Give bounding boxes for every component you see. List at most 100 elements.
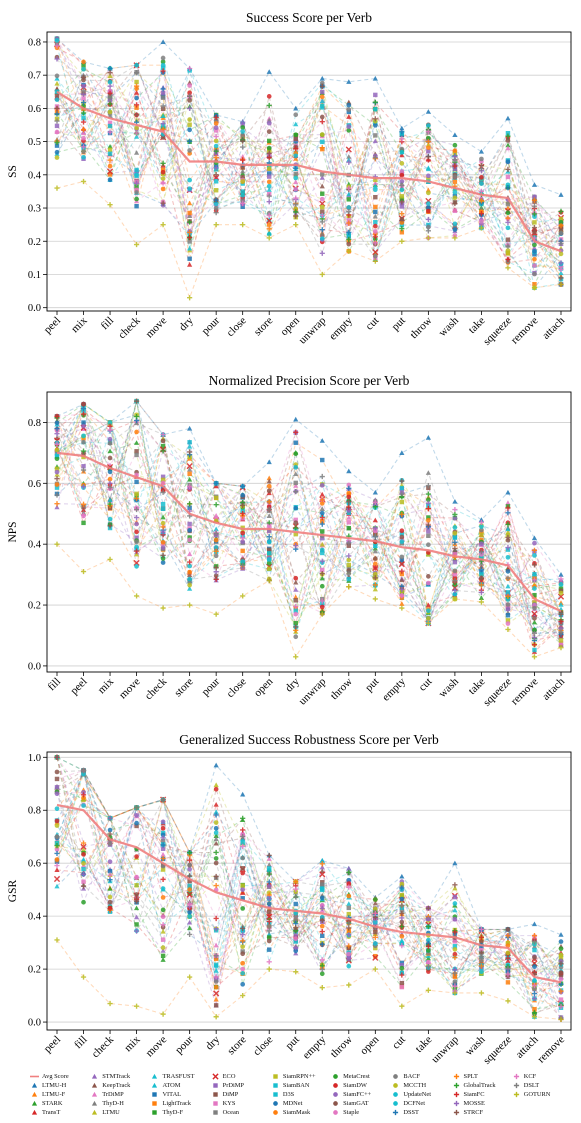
legend-marker-icon bbox=[90, 1082, 99, 1089]
data-point bbox=[54, 118, 60, 124]
data-point bbox=[346, 490, 352, 496]
data-point bbox=[558, 582, 564, 587]
data-point bbox=[266, 557, 272, 562]
data-point bbox=[505, 940, 511, 946]
data-point bbox=[399, 179, 405, 184]
data-point bbox=[505, 998, 511, 1004]
series-line-UpdateNet bbox=[56, 40, 562, 265]
data-point bbox=[426, 135, 431, 141]
data-point bbox=[54, 185, 60, 191]
data-point bbox=[346, 543, 351, 548]
data-point bbox=[319, 598, 325, 604]
data-point bbox=[479, 524, 484, 529]
data-point bbox=[399, 511, 405, 518]
y-tick-label: 0.0 bbox=[28, 661, 41, 672]
x-tick-label: attach bbox=[540, 314, 567, 341]
legend-label: PrDiMP bbox=[222, 1082, 244, 1089]
data-point bbox=[160, 953, 166, 959]
legend-label: ThyD-H bbox=[102, 1100, 124, 1107]
data-point bbox=[213, 537, 219, 543]
data-point bbox=[505, 980, 511, 985]
data-point bbox=[319, 250, 325, 256]
data-point bbox=[213, 801, 219, 807]
data-point bbox=[266, 120, 272, 126]
data-point bbox=[266, 129, 272, 134]
data-point bbox=[81, 803, 86, 808]
data-point bbox=[80, 843, 87, 850]
x-tick-label: remove bbox=[509, 315, 541, 347]
data-point bbox=[160, 835, 166, 841]
data-point bbox=[80, 119, 87, 125]
data-point bbox=[558, 618, 564, 625]
data-point bbox=[399, 873, 405, 879]
data-point bbox=[187, 425, 193, 431]
data-point bbox=[505, 166, 511, 172]
data-point bbox=[266, 938, 272, 944]
data-point bbox=[213, 915, 219, 922]
legend-marker-icon bbox=[452, 1082, 461, 1089]
data-point bbox=[80, 448, 87, 454]
data-point bbox=[133, 905, 140, 911]
data-point bbox=[319, 497, 325, 503]
data-point bbox=[80, 88, 87, 94]
data-point bbox=[293, 201, 299, 207]
data-point bbox=[54, 139, 60, 146]
data-point bbox=[293, 136, 298, 141]
data-point bbox=[107, 476, 113, 482]
data-point bbox=[452, 990, 458, 996]
series-line-DSLT bbox=[56, 71, 562, 248]
data-point bbox=[452, 929, 458, 935]
data-point bbox=[399, 965, 405, 971]
data-point bbox=[213, 165, 219, 171]
x-tick-label: throw bbox=[328, 1034, 355, 1061]
data-point bbox=[426, 201, 431, 206]
series-line-MOSSE bbox=[56, 757, 562, 1000]
x-tick-label: remove bbox=[535, 1034, 567, 1066]
data-point bbox=[134, 479, 139, 485]
data-point bbox=[319, 175, 325, 180]
data-point bbox=[81, 439, 86, 445]
series-line-SiamMask bbox=[56, 47, 562, 264]
data-point bbox=[373, 945, 378, 951]
data-point bbox=[160, 448, 166, 454]
x-tick-label: attach bbox=[540, 675, 567, 702]
series-line-DCFNet bbox=[56, 421, 562, 629]
data-point bbox=[399, 943, 405, 949]
legend-marker-icon bbox=[30, 1073, 39, 1080]
legend-marker-shape bbox=[31, 1082, 38, 1088]
data-point bbox=[81, 66, 86, 72]
x-tick-label: unwrap bbox=[297, 675, 329, 707]
data-point bbox=[479, 219, 484, 224]
series-line-MetaCrest bbox=[56, 413, 562, 631]
data-point bbox=[240, 906, 246, 911]
legend-marker-icon bbox=[90, 1109, 99, 1116]
data-point bbox=[133, 134, 140, 139]
x-tick-label: cut bbox=[390, 1034, 408, 1052]
y-tick-label: 0.3 bbox=[28, 204, 41, 215]
data-point bbox=[558, 251, 564, 257]
data-point bbox=[372, 571, 378, 577]
series-line-Staple bbox=[56, 804, 562, 993]
data-point bbox=[160, 539, 166, 545]
data-point bbox=[213, 573, 219, 579]
data-point bbox=[107, 436, 113, 442]
legend-label: TrDiMP bbox=[102, 1091, 124, 1098]
data-point bbox=[346, 485, 352, 491]
data-point bbox=[505, 544, 511, 551]
data-point bbox=[81, 83, 86, 89]
data-point bbox=[80, 792, 87, 798]
data-point bbox=[187, 213, 193, 219]
y-tick-label: 0.1 bbox=[28, 270, 41, 281]
data-point bbox=[425, 506, 431, 512]
data-point bbox=[346, 124, 352, 129]
data-point bbox=[531, 225, 538, 231]
data-point bbox=[426, 529, 431, 534]
data-point bbox=[505, 521, 511, 528]
data-point bbox=[346, 468, 352, 474]
data-point bbox=[293, 429, 299, 435]
legend-marker-shape bbox=[513, 1091, 519, 1098]
data-point bbox=[372, 545, 378, 551]
data-point bbox=[81, 115, 86, 121]
y-tick-label: 0.6 bbox=[28, 104, 41, 115]
data-point bbox=[240, 525, 245, 531]
